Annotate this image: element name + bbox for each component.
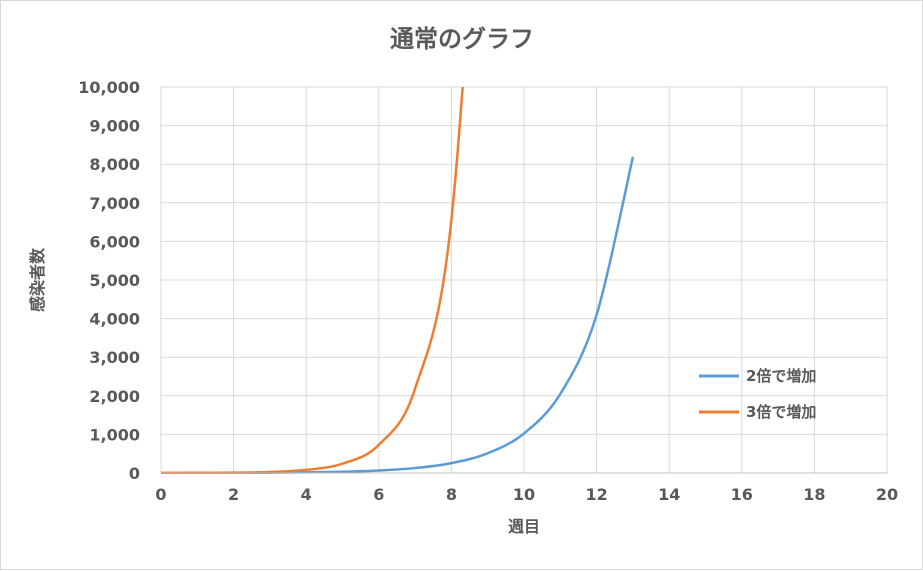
x-tick-label: 4 (301, 485, 312, 504)
x-tick-label: 2 (228, 485, 239, 504)
x-tick-label: 8 (446, 485, 457, 504)
x-tick-label: 18 (803, 485, 825, 504)
y-tick-label: 6,000 (89, 232, 140, 251)
y-tick-label: 4,000 (89, 310, 140, 329)
y-tick-label: 8,000 (89, 155, 140, 174)
x-tick-label: 6 (373, 485, 384, 504)
x-tick-label: 16 (731, 485, 753, 504)
series-line-2 (161, 87, 464, 474)
x-tick-label: 12 (585, 485, 607, 504)
series-layer (161, 87, 635, 474)
y-tick-label: 9,000 (89, 117, 140, 136)
y-tick-label: 2,000 (89, 387, 140, 406)
x-axis-title: 週目 (508, 517, 540, 536)
y-tick-layer: 0 1,000 2,000 3,000 4,000 5,000 6,000 7,000 8,00… (78, 78, 140, 483)
x-tick-label: 0 (155, 485, 166, 504)
x-tick-label: 20 (876, 485, 898, 504)
legend-label-1: 2倍で増加 (746, 367, 816, 385)
legend-label-2: 3倍で増加 (746, 403, 816, 421)
x-tick-label: 14 (658, 485, 680, 504)
y-tick-label: 0 (129, 464, 140, 483)
y-tick-label: 10,000 (78, 78, 140, 97)
y-tick-label: 7,000 (89, 194, 140, 213)
y-tick-label: 3,000 (89, 348, 140, 367)
chart-title: 通常のグラフ (390, 25, 534, 53)
y-axis-title: 感染者数 (28, 247, 47, 312)
x-tick-label: 10 (513, 485, 535, 504)
y-tick-label: 5,000 (89, 271, 140, 290)
y-tick-label: 1,000 (89, 425, 140, 444)
legend: 2倍で増加 3倍で増加 (699, 367, 816, 421)
x-tick-layer: 0 2 4 6 8 10 12 14 16 18 20 (155, 485, 898, 504)
